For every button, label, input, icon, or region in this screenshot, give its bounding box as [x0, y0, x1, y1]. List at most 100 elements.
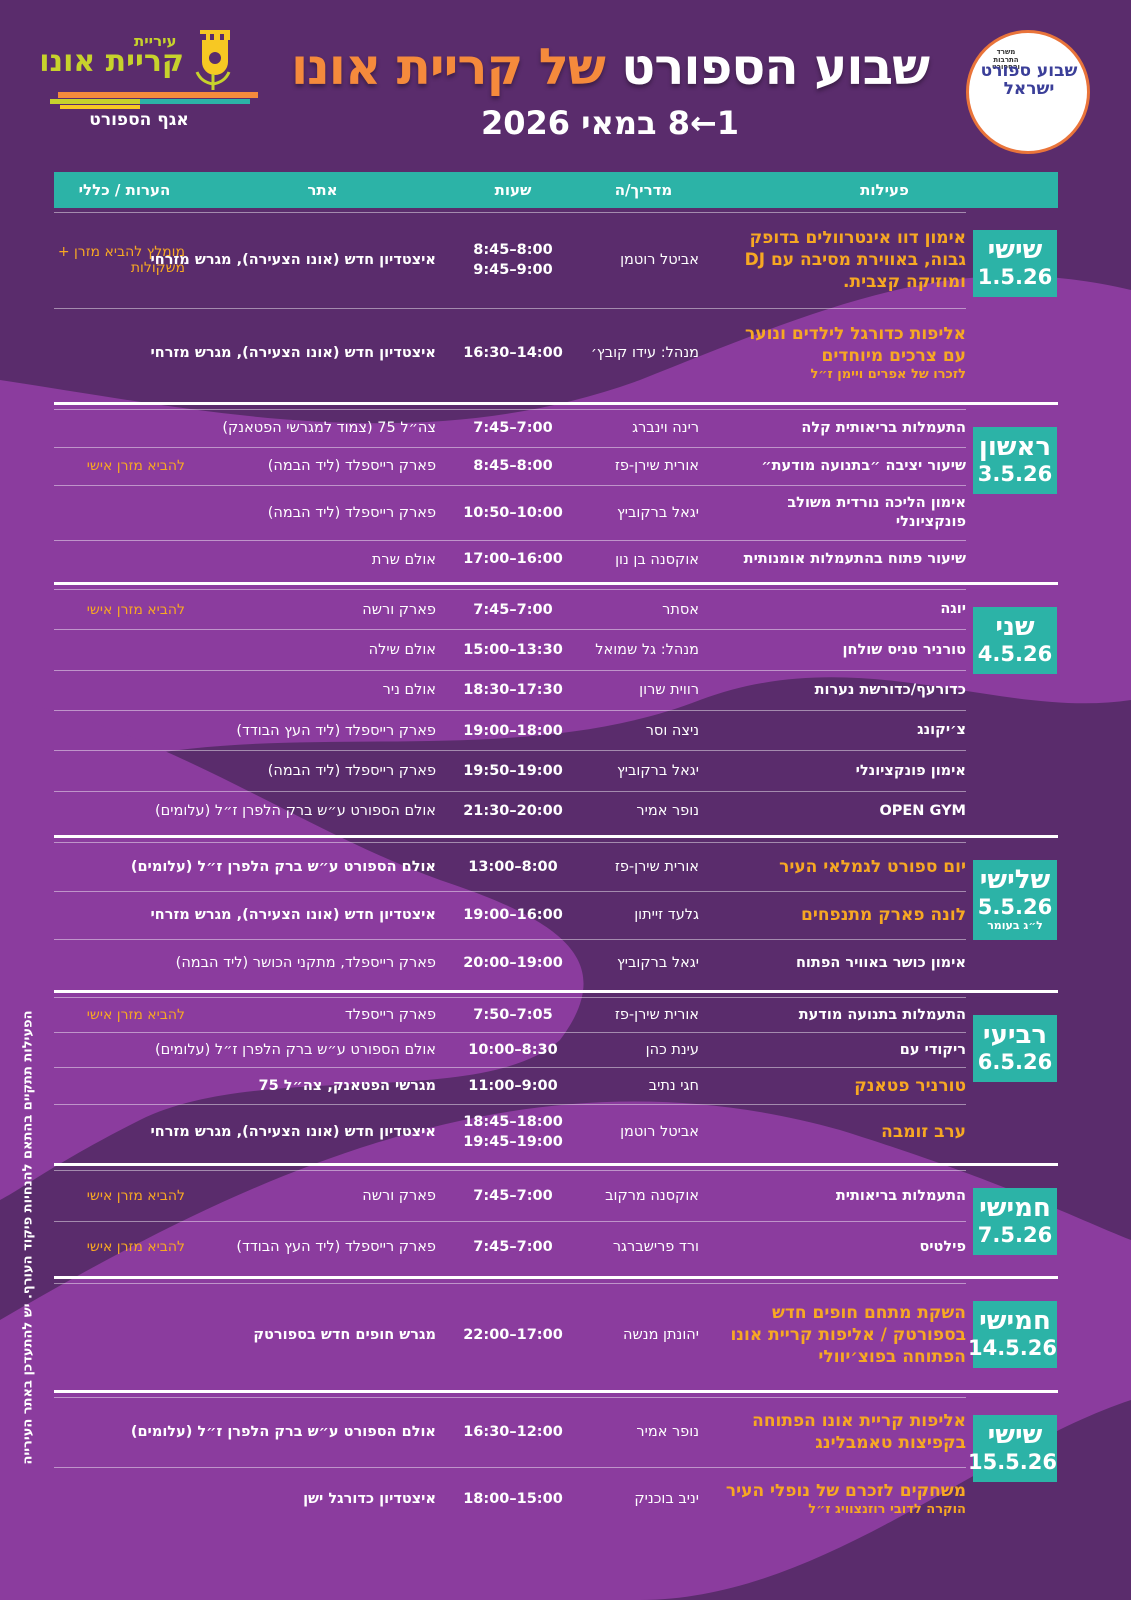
- instructor: עינת כהן: [645, 1041, 699, 1058]
- activity-cell: משחקים לזכרם של נופלי העיר הוקרה לדובי רו…: [711, 1480, 966, 1519]
- instructor: חגי נתיב: [648, 1077, 699, 1094]
- site: צה״ל 75 (צמוד למגרשי הפטאנק): [222, 420, 436, 437]
- activity-cell: התעמלות בריאותית: [711, 1187, 966, 1206]
- notes-cell: מומלץ להביא מזרן + משקולות: [54, 244, 195, 276]
- hours: 16:00–19:00: [463, 907, 563, 924]
- hours: 8:00–8:45: [473, 458, 553, 475]
- notes: להביא מזרן אישי: [86, 601, 185, 618]
- instructor: אורית שירן-פז: [614, 1006, 699, 1023]
- instructor: אורית שירן-פז: [614, 458, 699, 475]
- instructor: נופר אמיר: [636, 803, 699, 820]
- activity-note: הוקרה לדובי רוזנצוויג ז״ל: [808, 1501, 966, 1517]
- notes-cell: להביא מזרן אישי: [54, 602, 195, 618]
- hours: 8:00–8:45: [473, 242, 553, 258]
- title-part: של קריית אונו: [290, 38, 606, 96]
- activity: צ׳יקונג: [917, 722, 966, 739]
- table-header: פעילות מדריך/ה שעות אתר הערות / כללי: [54, 172, 1058, 208]
- tower-icon: [195, 71, 231, 90]
- site: פארק ורשה: [362, 601, 436, 618]
- activity-cell: אימון פונקציונלי: [711, 762, 966, 781]
- hours-cell: 7:00–7:45: [450, 1237, 576, 1257]
- hours-cell: 15:00–18:00: [450, 1489, 576, 1509]
- notes-cell: להביא מזרן אישי: [54, 1007, 195, 1023]
- hours: 8:30–10:00: [468, 1041, 558, 1058]
- day-box: שלישי 5.5.26 ל״ג בעומר: [973, 860, 1057, 940]
- activity-cell: OPEN GYM: [711, 802, 966, 821]
- site: מגרש חופים חדש בספורטק: [253, 1327, 436, 1343]
- activity-cell: אליפות כדורגל לילדים ונוער עם צרכים מיוח…: [711, 323, 966, 384]
- activity-cell: אימון הליכה נורדית משולב פונקציונלי: [711, 494, 966, 532]
- activity: אליפות קריית אונו הפתוחה בקפיצות טאמבלינ…: [752, 1411, 966, 1454]
- schedule-row: משחקים לזכרם של נופלי העיר הוקרה לדובי רו…: [54, 1466, 966, 1531]
- site: אולם ניר: [382, 682, 436, 699]
- hours: 10:00–10:50: [463, 504, 563, 521]
- notes: להביא מזרן אישי: [86, 1006, 185, 1023]
- site: מגרשי הפטאנק, צה״ל 75: [258, 1077, 436, 1094]
- activity-cell: שיעור פתוח בהתעמלות אומנותית: [711, 550, 966, 569]
- activity-cell: פילטיס: [711, 1238, 966, 1257]
- instructor: יהונתן מנשה: [623, 1327, 699, 1343]
- activity-cell: טורניר פטאנק: [711, 1075, 966, 1097]
- schedule-row: ערב זומבה אביטל רוטמן 18:00–18:45 19:00–19:…: [54, 1103, 966, 1159]
- schedule-row: אימון דוו אינטרוולים בדופק גבוה, באווירת…: [54, 212, 966, 308]
- hours: 18:00–19:00: [463, 722, 563, 739]
- hours: 12:00–16:30: [463, 1424, 563, 1441]
- stripe: [50, 99, 140, 104]
- day-name: שישי: [987, 1420, 1043, 1450]
- hours: 7:00–7:45: [473, 420, 553, 437]
- side-note: הפעילות תתקיים בהתאם להנחיות פיקוד העורף…: [20, 1010, 36, 1465]
- hours: 7:05–7:50: [473, 1006, 553, 1023]
- hours: 7:00–7:45: [473, 1187, 553, 1204]
- hours-cell: 12:00–16:30: [450, 1422, 576, 1442]
- municipality-logo: עיריית קריית אונו אגף הספורט: [39, 24, 264, 134]
- column-header: שעות: [494, 181, 532, 199]
- hours-cell: 20:00–21:30: [450, 801, 576, 821]
- hours: 19:00–20:00: [463, 954, 563, 971]
- schedule-row: השקת מתחם חופים חדש בספורטק / אליפות קרי…: [54, 1283, 966, 1386]
- schedule-row: התעמלות בריאותית אוקסנה מרקוב 7:00–7:45 פאר…: [54, 1170, 966, 1221]
- activity-cell: ערב זומבה: [711, 1121, 966, 1143]
- schedule-row: יוגה אסתר 7:00–7:45 פארק ורשה להביא מזרן איש…: [54, 589, 966, 629]
- site: אולם הספורט ע״ש ברק הלפרן ז״ל (עלומים): [155, 1041, 436, 1058]
- activity: התעמלות בתנועה מודעת: [798, 1006, 966, 1023]
- hours: 17:00–22:00: [463, 1326, 563, 1343]
- activity: אימון פונקציונלי: [855, 762, 966, 779]
- site: פארק רייספלד, מתקני הכושר (ליד הבמה): [175, 955, 436, 972]
- day-group: שישי 1.5.26 אימון דוו אינטרוולים בדופק גבו…: [54, 208, 1058, 402]
- day-box: רביעי 6.5.26: [973, 1015, 1057, 1082]
- day-name: רביעי: [982, 1020, 1048, 1050]
- site: אולם הספורט ע״ש ברק הלפרן ז״ל (עלומים): [130, 1424, 436, 1441]
- activity-cell: יוגה: [711, 600, 966, 619]
- activity: אימון הליכה נורדית משולב פונקציונלי: [787, 495, 966, 530]
- instructor: רווית שרון: [639, 682, 699, 699]
- schedule-row: אליפות קריית אונו הפתוחה בקפיצות טאמבלינ…: [54, 1397, 966, 1467]
- instructor: יגאל ברקוביץ: [616, 504, 699, 521]
- stripe: [60, 105, 140, 109]
- column-header: פעילות: [860, 181, 909, 199]
- day-date: 5.5.26: [977, 894, 1053, 919]
- instructor: יגאל ברקוביץ: [616, 762, 699, 779]
- activity: טורניר טניס שולחן: [842, 641, 966, 658]
- instructor: אסתר: [662, 601, 699, 618]
- column-header: מדריך/ה: [614, 181, 673, 199]
- instructor: אביטל רוטמן: [620, 1123, 699, 1140]
- day-name: שישי: [987, 235, 1043, 265]
- activity: ריקודי עם: [899, 1041, 966, 1058]
- activity-cell: התעמלות בתנועה מודעת: [711, 1006, 966, 1025]
- blob: [0, 1101, 1131, 1600]
- activity-cell: אימון כושר באוויר הפתוח: [711, 954, 966, 973]
- schedule-row: כדורעף/כדורשת נערות רווית שרון 17:30–18:30…: [54, 669, 966, 710]
- activity: טורניר פטאנק: [854, 1075, 966, 1096]
- activity-cell: כדורעף/כדורשת נערות: [711, 681, 966, 700]
- instructor: ורד פרישברגר: [612, 1239, 699, 1255]
- schedule-row: ריקודי עם עינת כהן 8:30–10:00 אולם הספורט ע…: [54, 1031, 966, 1067]
- hours-cell: 13:30–15:00: [450, 640, 576, 660]
- hours: 16:00–17:00: [463, 551, 563, 568]
- schedule-row: התעמלות בתנועה מודעת אורית שירן-פז 7:05–7:…: [54, 997, 966, 1032]
- notes: מומלץ להביא מזרן + משקולות: [57, 244, 185, 277]
- hours-cell: 7:00–7:45: [450, 418, 576, 438]
- activity: התעמלות בריאותית: [835, 1187, 966, 1204]
- hours-cell: 8:00–8:45: [450, 456, 576, 476]
- hours-cell: 8:00–8:45 9:00–9:45: [450, 240, 576, 281]
- instructor: אביטל רוטמן: [620, 252, 699, 269]
